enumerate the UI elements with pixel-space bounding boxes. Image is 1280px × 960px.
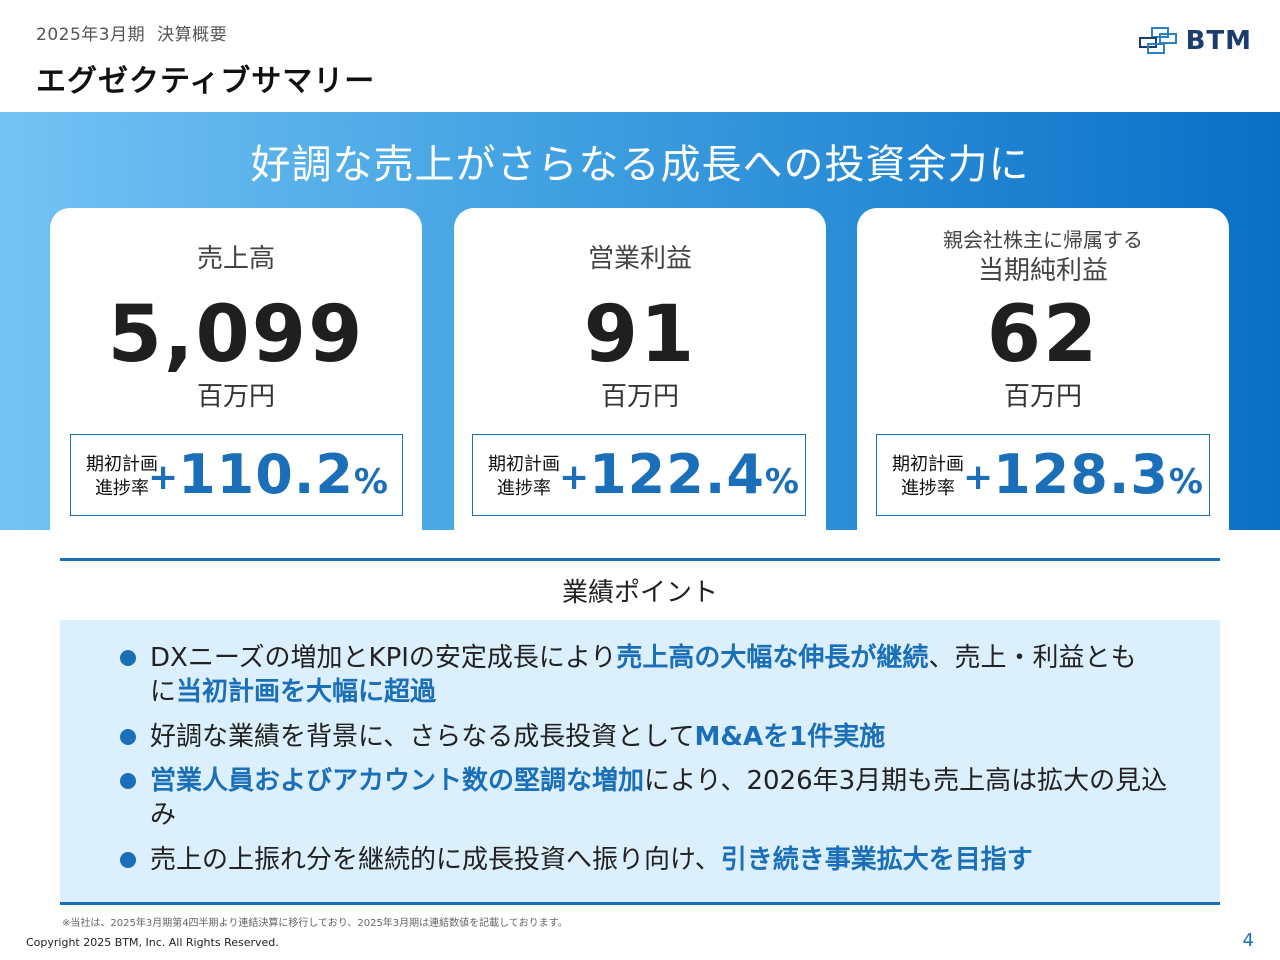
point-text: により、2026年3月期も売上高は拡大の見込み [150, 766, 1168, 830]
page-title: エグゼクティブサマリー [36, 64, 376, 99]
progress-rate: +110.2% [148, 443, 388, 506]
point-highlight: 引き続き事業拡大を目指す [720, 845, 1033, 875]
progress-percent: % [353, 462, 388, 502]
kpi-card-net-income: 親会社株主に帰属する 当期純利益 62 百万円 期初計画 進捗率 +128.3% [857, 208, 1229, 530]
progress-plus: + [962, 457, 994, 498]
point-highlight: 売上高の大幅な伸長が継続 [616, 643, 929, 673]
kpi-label: 売上高 [196, 244, 275, 274]
progress-box: 期初計画 進捗率 +110.2% [70, 434, 403, 516]
footnote: ※当社は、2025年3月期第4四半期より連結決算に移行しており、2025年3月期… [62, 918, 568, 929]
point-item: DXニーズの増加とKPIの安定成長により売上高の大幅な伸長が継続、売上・利益とも… [120, 641, 1160, 709]
progress-plus: + [147, 457, 179, 498]
progress-box: 期初計画 進捗率 +128.3% [876, 434, 1210, 516]
point-text: 好調な業績を背景に、さらなる成長投資として [150, 722, 695, 752]
logo-text: BTM [1185, 26, 1252, 56]
bullet-icon [120, 773, 136, 789]
progress-label: 期初計画 進捗率 [887, 453, 969, 501]
section-divider-bottom [60, 902, 1220, 905]
progress-label-line1: 期初計画 [488, 454, 560, 475]
subtitle-category: 決算概要 [157, 25, 228, 45]
point-highlight: 営業人員およびアカウント数の堅調な増加 [150, 766, 645, 796]
progress-label: 期初計画 進捗率 [81, 453, 163, 501]
kpi-unit: 百万円 [1003, 382, 1082, 412]
points-panel [60, 620, 1220, 902]
section-divider-top [60, 558, 1220, 561]
kpi-unit: 百万円 [196, 382, 275, 412]
progress-rate: +128.3% [963, 443, 1203, 506]
point-text: 売上の上振れ分を継続的に成長投資へ振り向け、 [150, 845, 721, 875]
kpi-value: 5,099 [107, 290, 365, 380]
progress-label-line2: 進捗率 [497, 478, 551, 499]
progress-percent: % [1168, 462, 1203, 502]
kpi-card-operating-profit: 営業利益 91 百万円 期初計画 進捗率 +122.4% [454, 208, 826, 530]
kpi-card-revenue: 売上高 5,099 百万円 期初計画 進捗率 +110.2% [50, 208, 422, 530]
progress-label-line2: 進捗率 [901, 478, 955, 499]
progress-plus: + [558, 457, 590, 498]
point-item: 売上の上振れ分を継続的に成長投資へ振り向け、引き続き事業拡大を目指す [120, 843, 1160, 877]
point-highlight: M&Aを1件実施 [694, 722, 886, 752]
point-item: 営業人員およびアカウント数の堅調な増加により、2026年3月期も売上高は拡大の見… [120, 764, 1170, 832]
fiscal-period: 2025年3月期 [36, 25, 146, 45]
progress-number: 110.2 [178, 443, 354, 506]
point-highlight: 当初計画を大幅に超過 [176, 677, 437, 707]
bullet-icon [120, 650, 136, 666]
progress-label-line2: 進捗率 [95, 478, 149, 499]
kpi-value: 91 [583, 290, 697, 380]
progress-label-line1: 期初計画 [86, 454, 158, 475]
kpi-label-small: 親会社株主に帰属する [943, 228, 1143, 252]
progress-label: 期初計画 進捗率 [483, 453, 565, 501]
bullet-icon [120, 852, 136, 868]
progress-box: 期初計画 進捗率 +122.4% [472, 434, 806, 516]
bullet-icon [120, 729, 136, 745]
copyright: Copyright 2025 BTM, Inc. All Rights Rese… [26, 936, 279, 949]
kpi-label: 営業利益 [587, 244, 692, 274]
progress-number: 128.3 [993, 443, 1169, 506]
kpi-value: 62 [986, 290, 1100, 380]
point-text: 、売上・利益ともに [150, 643, 1137, 707]
kpi-label: 当期純利益 [977, 256, 1108, 286]
section-title: 業績ポイント [561, 578, 718, 608]
banner-headline: 好調な売上がさらなる成長への投資余力に [250, 142, 1030, 188]
point-text: DXニーズの増加とKPIの安定成長により [150, 643, 617, 673]
progress-label-line1: 期初計画 [892, 454, 964, 475]
progress-rate: +122.4% [559, 443, 799, 506]
kpi-unit: 百万円 [600, 382, 679, 412]
btm-logo-mark-icon [1138, 27, 1177, 54]
progress-number: 122.4 [589, 443, 765, 506]
point-item: 好調な業績を背景に、さらなる成長投資としてM&Aを1件実施 [120, 720, 1160, 754]
page-number: 4 [1242, 930, 1254, 951]
progress-percent: % [764, 462, 799, 502]
page-subtitle: 2025年3月期 決算概要 [36, 20, 227, 45]
company-logo: BTM [1138, 24, 1252, 58]
